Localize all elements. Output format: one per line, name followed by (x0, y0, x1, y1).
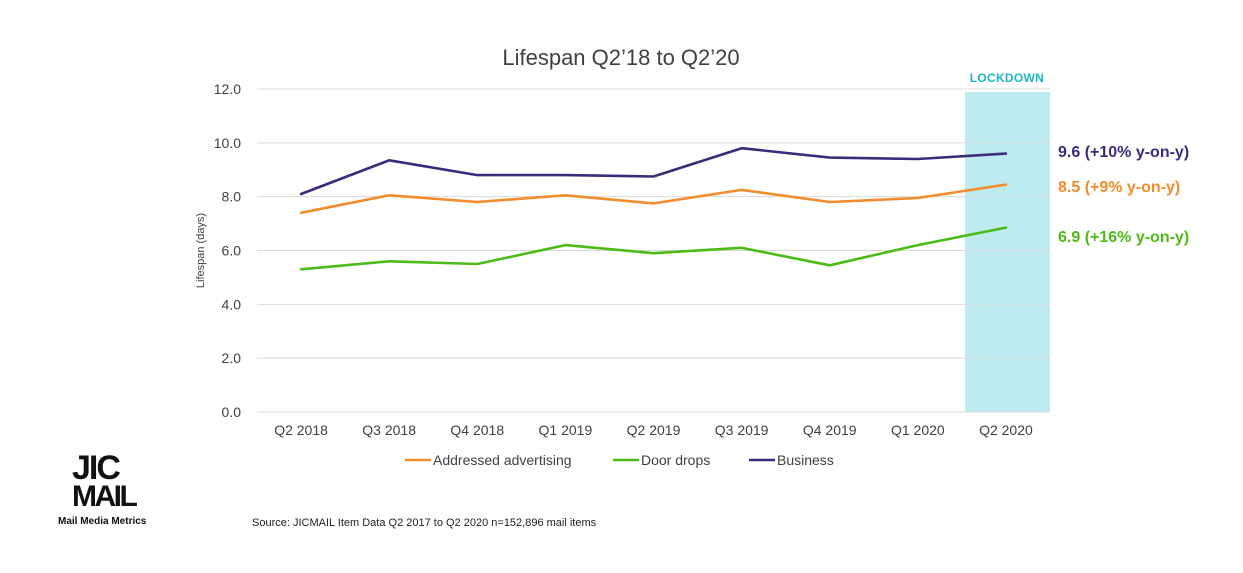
series-line-addressed-advertising (299, 183, 1008, 215)
y-axis: 0.0 2.0 4.0 6.0 8.0 10.0 12.0 (214, 81, 1050, 420)
x-tick-label: Q2 2019 (627, 422, 681, 438)
lockdown-label: LOCKDOWN (970, 71, 1044, 85)
legend-label: Business (777, 452, 834, 468)
logo-mark: JIC MAIL (72, 449, 158, 513)
logo-line1: JIC (72, 449, 121, 487)
y-axis-title: Lifespan (days) (195, 213, 207, 288)
y-tick-label: 10.0 (214, 135, 241, 151)
legend-label: Door drops (641, 452, 710, 468)
y-tick-label: 0.0 (222, 404, 242, 420)
x-tick-label: Q4 2019 (803, 422, 857, 438)
y-tick-label: 8.0 (222, 189, 242, 205)
lockdown-highlight-band (964, 92, 1050, 412)
x-tick-label: Q4 2018 (450, 422, 504, 438)
x-axis: Q2 2018 Q3 2018 Q4 2018 Q1 2019 Q2 2019 Q3 20… (274, 422, 1033, 438)
legend-label: Addressed advertising (433, 452, 572, 468)
x-tick-label: Q2 2020 (979, 422, 1033, 438)
y-tick-label: 4.0 (222, 296, 242, 312)
x-tick-label: Q3 2018 (362, 422, 416, 438)
jicmail-logo: JIC MAIL Mail Media Metrics (58, 449, 158, 528)
chart-title: Lifespan Q2’18 to Q2’20 (502, 45, 739, 70)
x-tick-label: Q2 2018 (274, 422, 328, 438)
y-tick-label: 12.0 (214, 81, 241, 97)
logo-line2: MAIL (72, 479, 138, 513)
logo-tagline: Mail Media Metrics (58, 516, 147, 528)
legend: Addressed advertising Door drops Business (405, 452, 834, 468)
series-line-business (299, 146, 1008, 196)
end-label: 6.9 (+16% y-on-y) (1058, 229, 1189, 246)
end-label: 8.5 (+9% y-on-y) (1058, 179, 1180, 196)
y-tick-label: 6.0 (222, 243, 242, 259)
end-labels: 8.5 (+9% y-on-y) 6.9 (+16% y-on-y) 9.6 (+1… (1058, 144, 1189, 246)
x-tick-label: Q1 2019 (539, 422, 593, 438)
x-tick-label: Q3 2019 (715, 422, 769, 438)
x-tick-label: Q1 2020 (891, 422, 945, 438)
y-tick-label: 2.0 (222, 350, 242, 366)
source-note: Source: JICMAIL Item Data Q2 2017 to Q2 … (252, 517, 597, 529)
end-label: 9.6 (+10% y-on-y) (1058, 144, 1189, 161)
series-layer (299, 146, 1008, 271)
series-line-door-drops (299, 226, 1008, 271)
